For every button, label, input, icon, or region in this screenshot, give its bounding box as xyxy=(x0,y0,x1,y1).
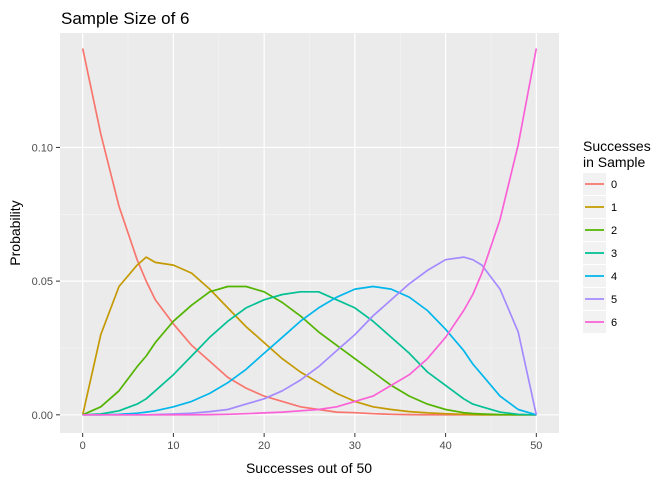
x-tick-label: 40 xyxy=(439,440,451,452)
series-line-1 xyxy=(81,256,537,416)
x-tick-label: 30 xyxy=(349,440,361,452)
x-tick-label: 20 xyxy=(258,440,270,452)
y-axis-title: Probability xyxy=(7,200,23,265)
legend-label-6: 6 xyxy=(611,317,617,329)
x-tick-label: 10 xyxy=(167,440,179,452)
series-line-3 xyxy=(82,290,537,416)
y-tick-label: 0.05 xyxy=(32,276,53,288)
y-tick-label: 0.00 xyxy=(32,410,53,422)
x-axis-title: Successes out of 50 xyxy=(246,460,372,476)
legend-label-4: 4 xyxy=(611,271,617,283)
legend-label-3: 3 xyxy=(611,248,617,260)
y-tick-label: 0.10 xyxy=(32,142,53,154)
series-lines xyxy=(81,48,538,416)
legend-label-2: 2 xyxy=(611,225,617,237)
series-line-2 xyxy=(82,285,537,416)
legend-label-0: 0 xyxy=(611,179,617,191)
legend-label-1: 1 xyxy=(611,202,617,214)
series-line-4 xyxy=(82,285,537,416)
x-tick-label: 0 xyxy=(80,440,86,452)
legend-label-5: 5 xyxy=(611,294,617,306)
x-tick-label: 50 xyxy=(530,440,542,452)
x-axis: 0 10 20 30 40 50 xyxy=(80,433,542,452)
legend-title: Successes xyxy=(583,138,651,154)
grid xyxy=(60,33,559,433)
legend-title: in Sample xyxy=(583,154,645,170)
y-axis: 0.00 0.05 0.10 xyxy=(32,142,60,422)
series-line-6 xyxy=(82,48,538,416)
chart-title: Sample Size of 6 xyxy=(61,9,190,28)
